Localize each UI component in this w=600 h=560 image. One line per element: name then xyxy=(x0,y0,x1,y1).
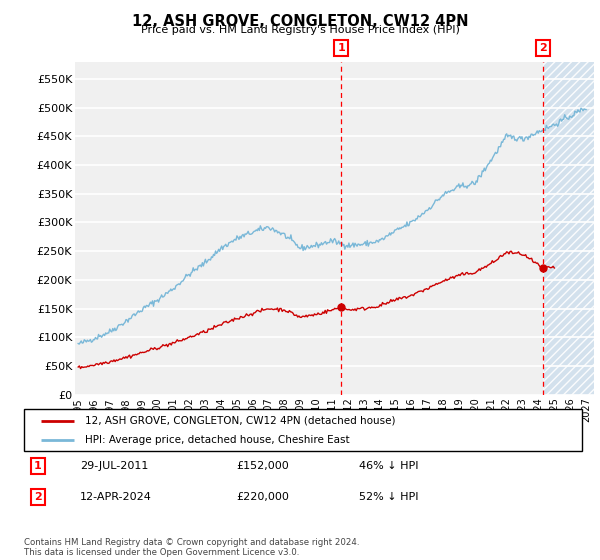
Text: 12, ASH GROVE, CONGLETON, CW12 4PN (detached house): 12, ASH GROVE, CONGLETON, CW12 4PN (deta… xyxy=(85,416,396,426)
Text: Price paid vs. HM Land Registry's House Price Index (HPI): Price paid vs. HM Land Registry's House … xyxy=(140,25,460,35)
Text: 46% ↓ HPI: 46% ↓ HPI xyxy=(359,461,418,471)
Text: 2: 2 xyxy=(34,492,42,502)
Text: 1: 1 xyxy=(337,43,345,53)
Text: Contains HM Land Registry data © Crown copyright and database right 2024.
This d: Contains HM Land Registry data © Crown c… xyxy=(24,538,359,557)
Text: 1: 1 xyxy=(34,461,42,471)
Text: £152,000: £152,000 xyxy=(236,461,289,471)
Text: 2: 2 xyxy=(539,43,547,53)
Text: HPI: Average price, detached house, Cheshire East: HPI: Average price, detached house, Ches… xyxy=(85,435,350,445)
Text: 12-APR-2024: 12-APR-2024 xyxy=(80,492,152,502)
Text: 12, ASH GROVE, CONGLETON, CW12 4PN: 12, ASH GROVE, CONGLETON, CW12 4PN xyxy=(132,14,468,29)
Text: 29-JUL-2011: 29-JUL-2011 xyxy=(80,461,148,471)
Text: £220,000: £220,000 xyxy=(236,492,289,502)
Text: 52% ↓ HPI: 52% ↓ HPI xyxy=(359,492,418,502)
